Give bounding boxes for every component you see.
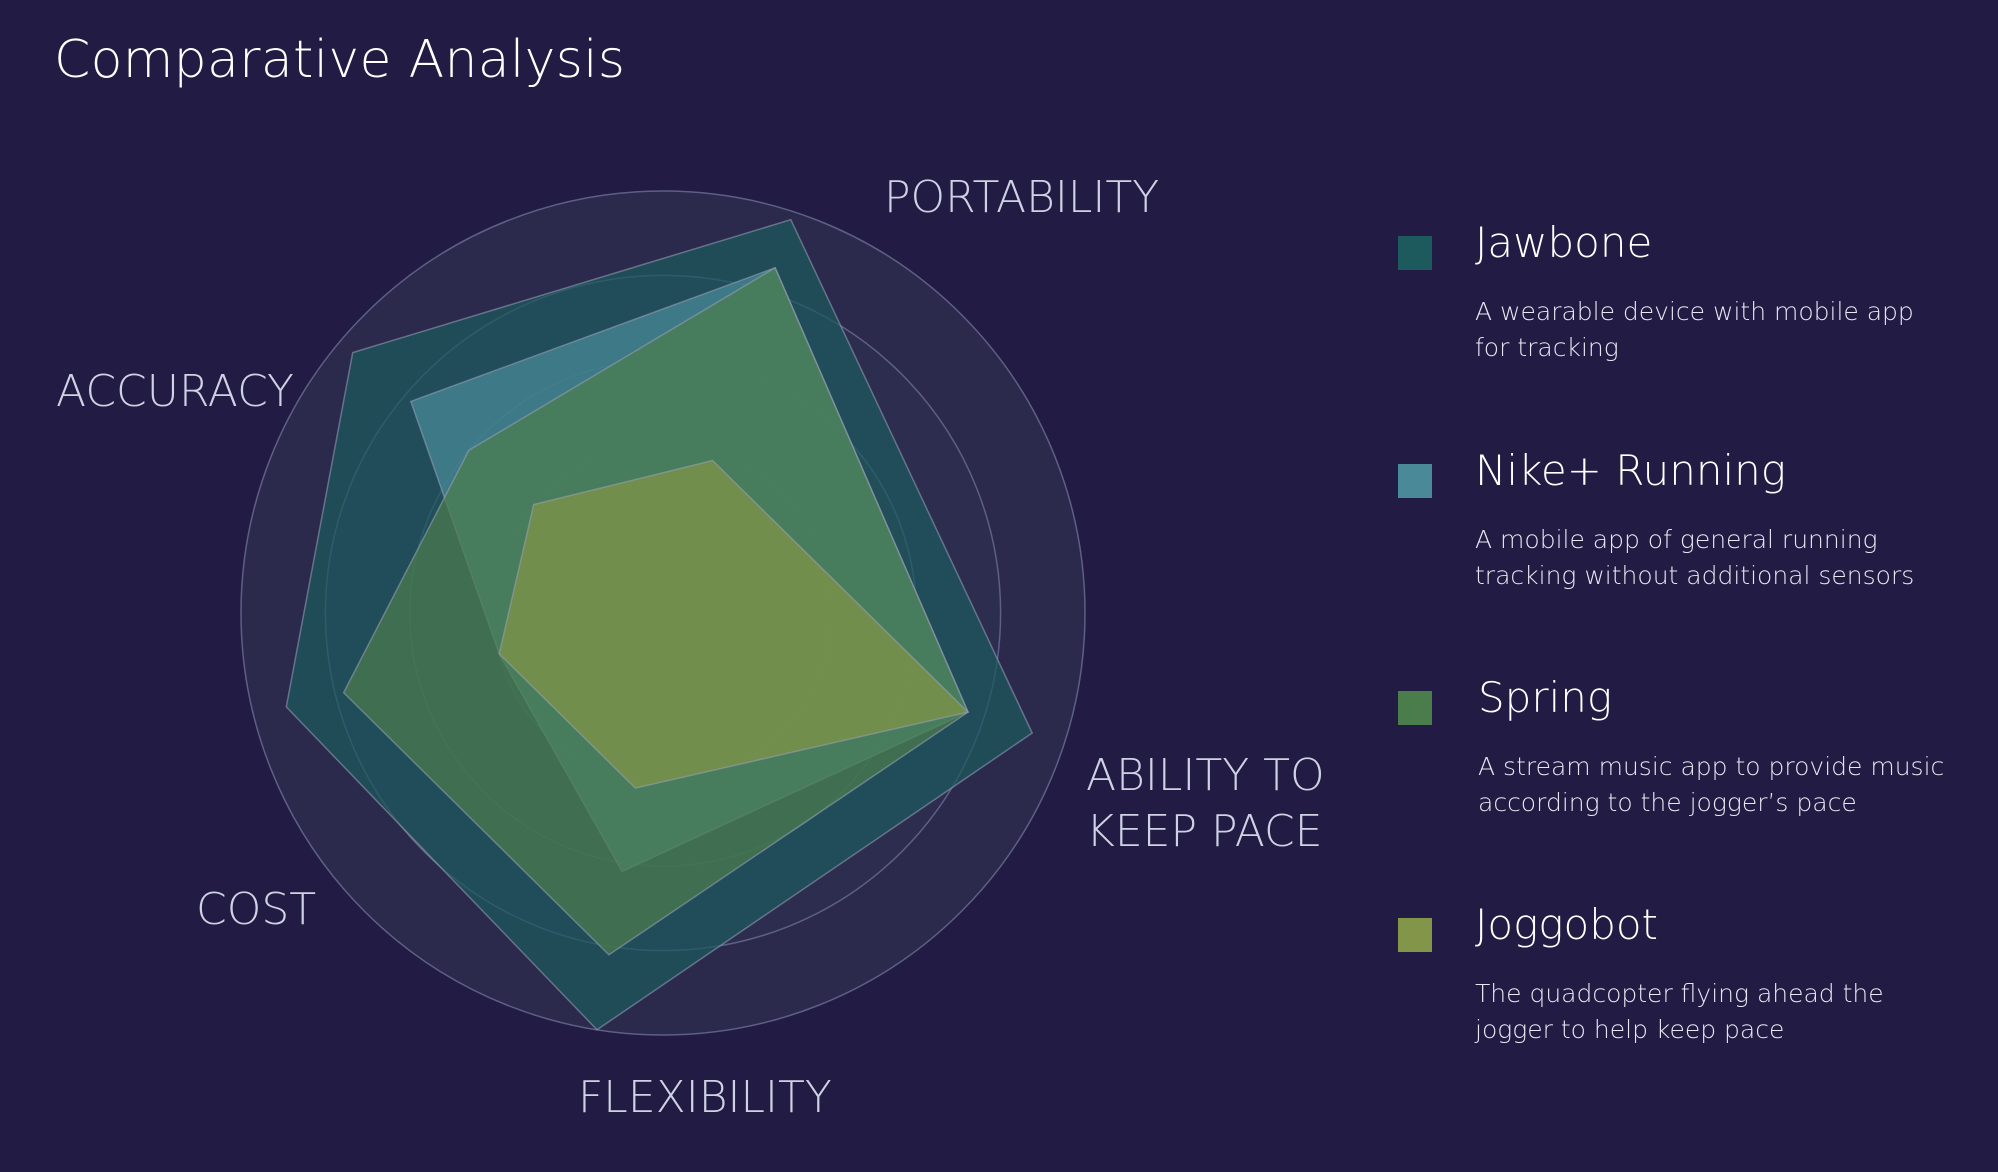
legend-description-jawbone: A wearable device with mobile app for tr… [1475, 297, 1914, 362]
legend-name-spring: Spring [1478, 673, 1613, 722]
legend-name-joggobot: Joggobot [1475, 900, 1659, 949]
legend-swatch-nike-running [1398, 464, 1432, 498]
legend-name-jawbone: Jawbone [1475, 218, 1653, 267]
legend-swatch-spring [1398, 691, 1432, 725]
radar-series [285, 218, 1034, 1031]
legend-description-joggobot: The quadcopter flying ahead the jogger t… [1475, 979, 1884, 1044]
legend-swatch-jawbone [1398, 236, 1432, 270]
legend-description-spring: A stream music app to provide music acco… [1478, 752, 1945, 817]
axis-label-ability-to-keep-pace: ABILITY TO KEEP PACE [1086, 748, 1325, 860]
axis-label-flexibility: FLEXIBILITY [578, 1072, 832, 1123]
axis-label-portability: PORTABILITY [884, 172, 1160, 223]
legend-swatch-joggobot [1398, 918, 1432, 952]
series-polygon-joggobot [498, 459, 970, 789]
chart-title: Comparative Analysis [54, 30, 626, 90]
axis-label-keep-pace-line2: KEEP PACE [1086, 806, 1323, 857]
axis-label-keep-pace-line1: ABILITY TO [1086, 750, 1325, 801]
axis-label-accuracy: ACCURACY [56, 366, 294, 417]
legend-description-nike-running: A mobile app of general running tracking… [1475, 525, 1915, 590]
legend-name-nike-running: Nike+ Running [1475, 446, 1786, 495]
axis-label-cost: COST [196, 884, 317, 935]
